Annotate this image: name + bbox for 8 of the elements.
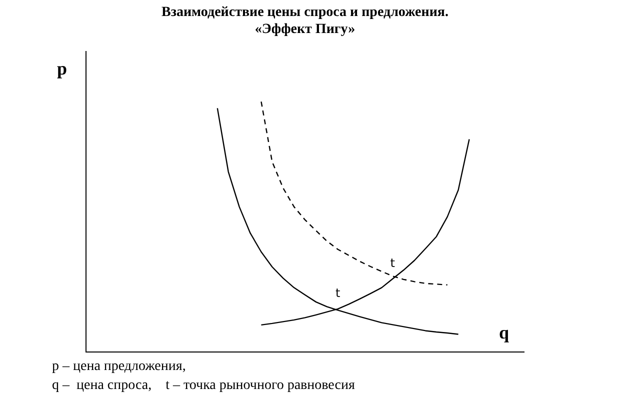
y-axis-title: p (56, 58, 68, 78)
text: p – цена предложения, (52, 359, 186, 374)
chart-title: Взаимодействие цены спроса и предложения. (162, 5, 448, 20)
text: q – цена спроса, t – точка рыночного равновесия (52, 378, 355, 393)
annotation: t (335, 286, 340, 300)
annotation: t (390, 256, 396, 270)
chart-subtitle: «Эффект Пигу» (254, 22, 356, 37)
x-axis-title: q (498, 322, 510, 343)
